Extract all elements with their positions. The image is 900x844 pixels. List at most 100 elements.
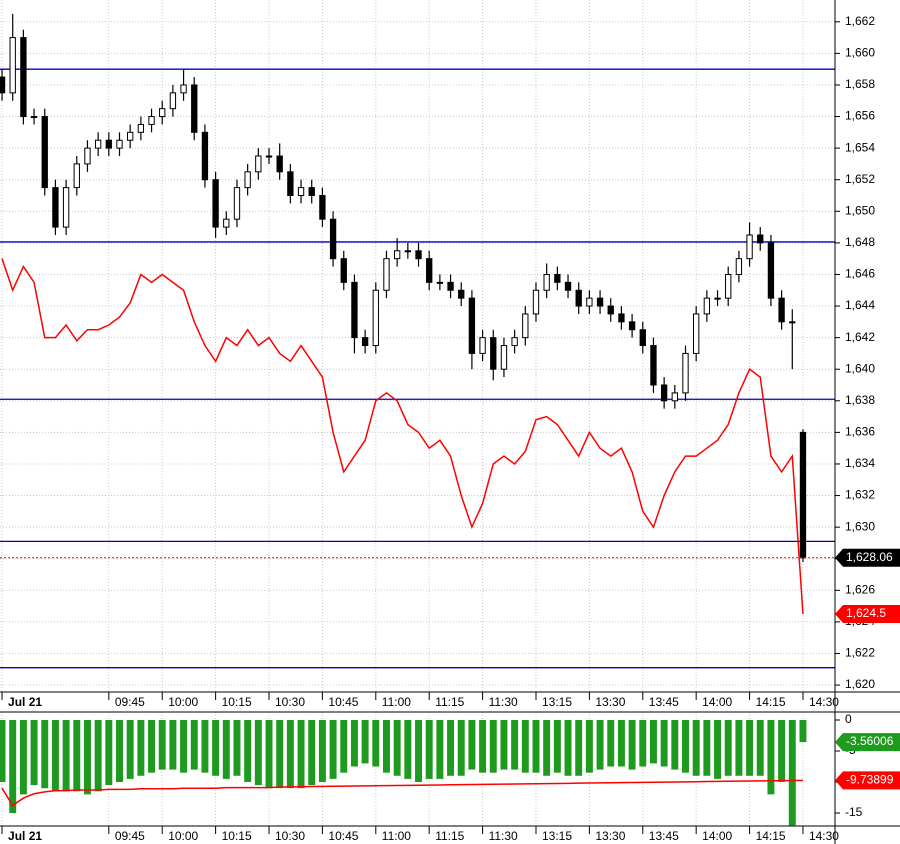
series-line — [1, 779, 803, 807]
candle-body — [607, 305, 614, 315]
bar — [180, 719, 188, 773]
bar — [607, 719, 615, 767]
candle-body — [159, 108, 166, 118]
candle-body — [9, 37, 16, 94]
candle-body — [426, 258, 433, 283]
y-tick-label: 1,646 — [845, 267, 875, 281]
candle-body — [650, 345, 657, 386]
bar — [767, 719, 775, 795]
y-tick-label: 1,632 — [845, 488, 875, 502]
x-tick-label: 13:15 — [542, 695, 572, 709]
candle-body — [415, 250, 422, 260]
x-tick-label: 10:30 — [275, 695, 305, 709]
candle-body — [746, 234, 753, 260]
candle-body — [522, 313, 529, 339]
y-tick-label: 1,644 — [845, 298, 875, 312]
candle-body — [255, 155, 262, 173]
last-value-box — [835, 771, 900, 790]
candle-body — [105, 139, 112, 149]
bar — [489, 719, 497, 773]
y-tick-label: 1,650 — [845, 203, 875, 217]
candle-body — [575, 289, 582, 307]
bar — [350, 719, 358, 767]
x-tick-label: 14:15 — [756, 695, 786, 709]
bar — [126, 719, 134, 779]
bar — [9, 719, 17, 813]
bar — [212, 719, 220, 776]
bar — [543, 719, 551, 776]
bar — [799, 719, 807, 743]
x-tick-label: 13:30 — [595, 695, 625, 709]
bar — [553, 719, 561, 773]
bar — [318, 719, 326, 782]
candle-body — [789, 321, 796, 324]
candle-body — [479, 337, 486, 354]
candle-body — [554, 273, 561, 283]
y-tick-label: 1,634 — [845, 456, 875, 470]
candle-body — [671, 392, 678, 402]
bar — [468, 719, 476, 770]
bar — [585, 719, 593, 773]
bar — [340, 719, 348, 773]
last-value-box — [835, 733, 900, 752]
bar — [169, 719, 177, 770]
bar — [628, 719, 636, 770]
label-layer: 1,6201,6221,6241,6261,6281,6301,6321,634… — [8, 14, 900, 843]
candle-body — [287, 171, 294, 197]
x-tick-label: Jul 21 — [8, 829, 42, 843]
candle-body — [212, 179, 219, 228]
candle-body — [62, 187, 70, 228]
candle-body — [244, 171, 251, 189]
mark-layer — [0, 13, 835, 826]
bar — [233, 719, 241, 776]
bar — [372, 719, 380, 767]
bar — [682, 719, 689, 773]
bar — [265, 719, 273, 789]
bar — [244, 719, 252, 782]
candle-body — [468, 297, 476, 354]
y-tick-label: 1,630 — [845, 519, 875, 533]
last-value-box — [835, 548, 900, 567]
y-tick-label: 1,648 — [845, 235, 875, 249]
last-value-label: 1,624.5 — [846, 606, 886, 620]
x-tick-label: 14:15 — [756, 829, 786, 843]
candle-body — [361, 337, 369, 347]
bar — [254, 719, 262, 786]
last-value-label: -9.73899 — [846, 773, 894, 787]
y-tick-label: 1,636 — [845, 425, 875, 439]
last-value-label: -3.56006 — [846, 734, 894, 748]
bar — [19, 719, 27, 795]
x-tick-label: 13:30 — [595, 829, 625, 843]
candle-body — [543, 273, 550, 291]
candle-body — [404, 250, 412, 253]
x-tick-label: 14:30 — [809, 695, 839, 709]
x-tick-label: 11:30 — [489, 695, 518, 709]
candle-body — [660, 384, 668, 402]
last-value-label: 1,628.06 — [846, 550, 893, 564]
candle-body — [447, 281, 454, 291]
bar — [714, 719, 722, 779]
y-tick-label: 1,640 — [845, 361, 875, 375]
bar — [0, 719, 6, 782]
y-tick-label: 1,658 — [845, 77, 875, 91]
bar — [756, 719, 764, 776]
candle-body — [297, 187, 305, 197]
y-tick-label: 1,662 — [845, 14, 875, 28]
x-tick-label: 10:15 — [222, 695, 252, 709]
candle-body — [458, 289, 465, 299]
bar — [222, 719, 230, 779]
candle-body — [682, 352, 689, 394]
candle-body — [372, 289, 379, 347]
bar — [479, 719, 487, 773]
candle-body — [532, 289, 540, 315]
bar — [436, 719, 444, 779]
candle-body — [725, 273, 732, 299]
candle-body — [393, 250, 401, 260]
y-tick-label: 1,622 — [845, 646, 875, 660]
x-tick-label: 13:45 — [649, 829, 679, 843]
candle-body — [778, 297, 785, 323]
x-tick-label: 10:00 — [168, 695, 198, 709]
candle-body — [233, 187, 241, 220]
y-tick-label: 1,626 — [845, 582, 875, 596]
